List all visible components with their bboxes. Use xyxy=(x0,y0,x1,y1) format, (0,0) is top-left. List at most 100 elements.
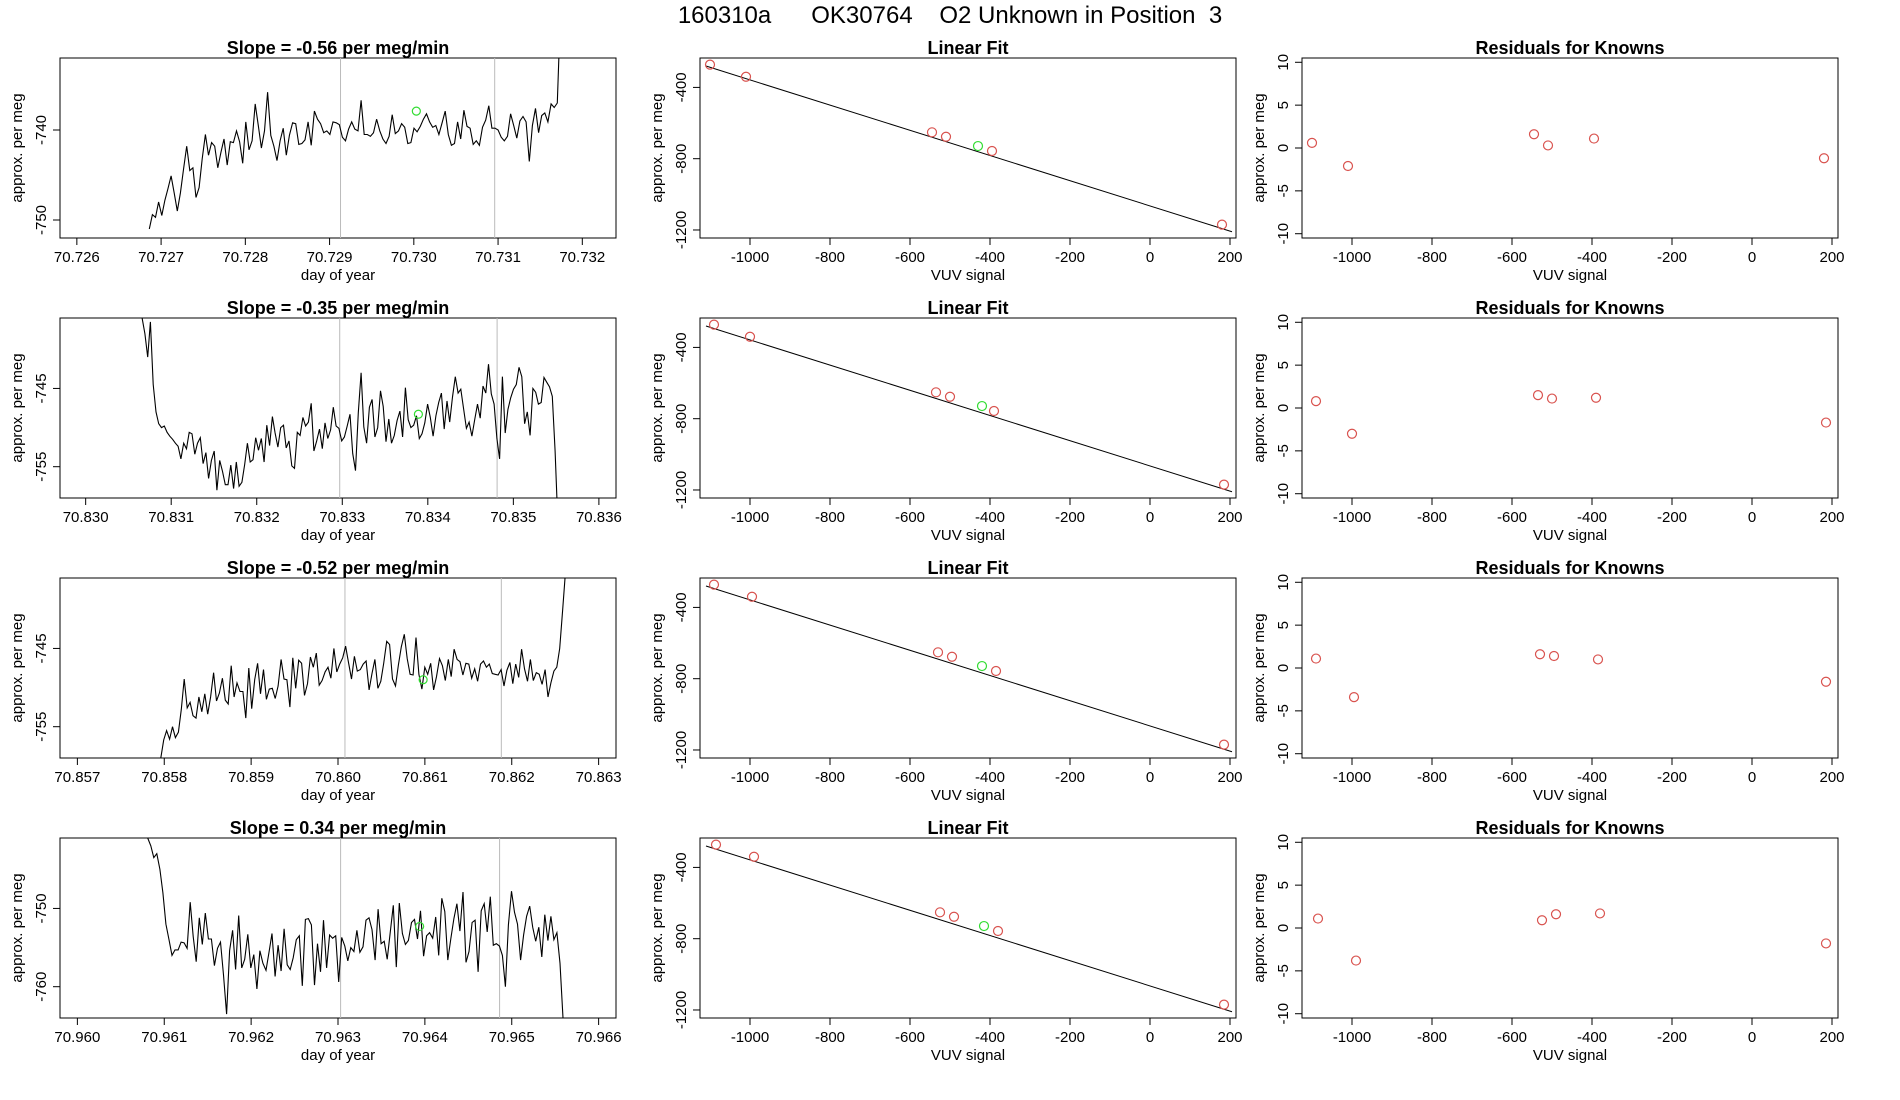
y-tick-label: -750 xyxy=(33,893,50,923)
y-tick-label: -400 xyxy=(673,852,690,882)
known-point xyxy=(740,71,752,82)
y-axis-label: approx. per meg xyxy=(9,93,26,202)
x-tick-label: -800 xyxy=(815,249,845,266)
x-tick-label: 200 xyxy=(1217,769,1242,786)
panel-4-3: Residuals for Knowns-1000 -800 -600 -400 -20… xyxy=(1251,818,1845,1064)
known-point xyxy=(1218,479,1230,490)
y-tick-label: -400 xyxy=(673,332,690,362)
known-point xyxy=(708,579,720,590)
x-tick-label: 0 xyxy=(1748,249,1756,266)
y-tick-label: -1200 xyxy=(673,991,690,1029)
x-tick-label: 200 xyxy=(1819,769,1844,786)
y-axis-label: approx. per meg xyxy=(9,353,26,462)
x-tick-label: -400 xyxy=(975,249,1005,266)
y-tick-label: 5 xyxy=(1275,361,1292,369)
chart-title: Linear Fit xyxy=(927,818,1008,838)
y-tick-label: -400 xyxy=(673,592,690,622)
x-tick-label: -800 xyxy=(815,509,845,526)
x-tick-label: -600 xyxy=(895,249,925,266)
x-axis-label: VUV signal xyxy=(931,787,1005,804)
x-tick-label: -200 xyxy=(1657,249,1687,266)
x-tick-label: 70.858 xyxy=(141,769,187,786)
known-point xyxy=(988,405,1000,417)
plot-area xyxy=(1310,390,1832,439)
unknown-point xyxy=(972,140,984,152)
x-tick-label: -400 xyxy=(975,509,1005,526)
x-tick-label: -400 xyxy=(1577,509,1607,526)
y-axis: -745 -755 xyxy=(33,633,60,742)
x-tick-label: 70.834 xyxy=(405,509,451,526)
x-tick-label: -200 xyxy=(1657,1029,1687,1046)
x-tick-label: -1000 xyxy=(1333,249,1371,266)
known-point xyxy=(944,391,956,402)
x-tick-label: -400 xyxy=(975,769,1005,786)
x-tick-label: 0 xyxy=(1146,509,1154,526)
plot-area xyxy=(147,838,564,1018)
known-point xyxy=(990,665,1002,677)
plot-frame xyxy=(699,577,1237,759)
x-tick-label: 200 xyxy=(1217,249,1242,266)
y-axis: -400 -800 -1200 xyxy=(673,72,700,249)
plot-frame xyxy=(59,317,617,499)
plot-frame xyxy=(59,57,617,239)
x-tick-label: 70.961 xyxy=(141,1029,187,1046)
y-axis-label: approx. per meg xyxy=(9,613,26,722)
fit-line xyxy=(705,65,1233,233)
x-tick-label: 70.863 xyxy=(576,769,622,786)
x-axis-label: VUV signal xyxy=(1533,267,1607,284)
known-point xyxy=(946,651,958,662)
x-tick-label: 70.964 xyxy=(402,1029,448,1046)
fit-line xyxy=(705,845,1233,1013)
plot-area xyxy=(1310,649,1832,703)
x-tick-label: -400 xyxy=(1577,769,1607,786)
x-axis: -1000 -800 -600 -400 -200 0 200 xyxy=(731,238,1243,266)
unknown-point xyxy=(418,675,428,685)
y-tick-label: -750 xyxy=(33,205,50,235)
residual-point xyxy=(1548,650,1560,662)
plot-frame xyxy=(699,317,1237,499)
unknown-point xyxy=(413,409,424,419)
x-axis-label: VUV signal xyxy=(1533,1047,1607,1064)
residual-point xyxy=(1820,417,1832,428)
x-tick-label: 70.728 xyxy=(222,249,268,266)
chart-title: Residuals for Knowns xyxy=(1475,558,1664,578)
residual-point xyxy=(1534,649,1546,660)
y-axis: -750 -760 xyxy=(33,893,60,1002)
unknown-point xyxy=(978,920,990,932)
x-tick-label: -800 xyxy=(1417,509,1447,526)
x-tick-label: 70.732 xyxy=(559,249,605,266)
residual-point xyxy=(1312,913,1324,924)
y-tick-label: 5 xyxy=(1275,881,1292,889)
known-point xyxy=(926,127,938,138)
x-tick-label: -800 xyxy=(815,1029,845,1046)
series-line xyxy=(148,58,560,230)
x-tick-label: 70.832 xyxy=(234,509,280,526)
residual-point xyxy=(1528,129,1540,140)
fit-line xyxy=(705,325,1233,493)
panel-3-2: Linear Fit -1000 -800 -600 -400 -200 0 200 VUV s… xyxy=(649,558,1243,804)
x-tick-label: 70.727 xyxy=(138,249,184,266)
x-axis-label: day of year xyxy=(301,267,375,284)
y-axis: 10 5 0 -5 -10 xyxy=(1275,54,1302,245)
unknown-point xyxy=(411,106,421,116)
x-axis-label: VUV signal xyxy=(931,267,1005,284)
x-tick-label: -600 xyxy=(1497,509,1527,526)
known-point xyxy=(930,387,942,398)
y-tick-label: -745 xyxy=(33,373,50,403)
x-tick-label: 70.963 xyxy=(315,1029,361,1046)
y-tick-label: 0 xyxy=(1275,664,1292,672)
y-tick-label: -5 xyxy=(1275,444,1292,457)
x-tick-label: 70.857 xyxy=(54,769,100,786)
y-tick-label: -10 xyxy=(1275,1003,1292,1025)
plot-area xyxy=(148,58,560,238)
y-tick-label: -400 xyxy=(673,72,690,102)
residual-point xyxy=(1550,909,1562,920)
known-point xyxy=(746,591,758,602)
panel-2-2: Linear Fit -1000 -800 -600 -400 -200 0 200 VUV s… xyxy=(649,298,1243,544)
x-axis: -1000 -800 -600 -400 -200 0 200 xyxy=(731,498,1243,526)
plot-area xyxy=(705,839,1233,1013)
x-tick-label: 200 xyxy=(1217,509,1242,526)
residual-point xyxy=(1532,390,1544,401)
residual-point xyxy=(1350,955,1362,966)
